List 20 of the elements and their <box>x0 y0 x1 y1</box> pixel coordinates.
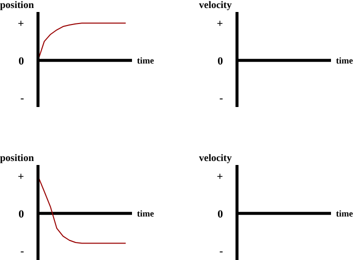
text: + <box>216 18 223 30</box>
text: - <box>219 92 224 105</box>
text: + <box>216 171 223 184</box>
text: + <box>18 18 24 30</box>
y-axis-title: position <box>0 153 34 164</box>
y-axis-title: position <box>0 0 34 11</box>
x-axis-title: time <box>137 208 154 219</box>
text: velocity <box>199 0 232 11</box>
text: 0 <box>18 208 24 220</box>
text: 0 <box>218 208 224 220</box>
text: 0 <box>218 55 224 68</box>
x-axis-title: time <box>137 56 154 66</box>
text: time <box>336 208 353 219</box>
text: - <box>20 246 24 258</box>
text: time <box>336 56 353 66</box>
text: - <box>20 92 24 105</box>
text: - <box>219 246 224 258</box>
text: 0 <box>18 55 24 68</box>
text: + <box>18 171 24 184</box>
text: velocity <box>199 153 232 164</box>
